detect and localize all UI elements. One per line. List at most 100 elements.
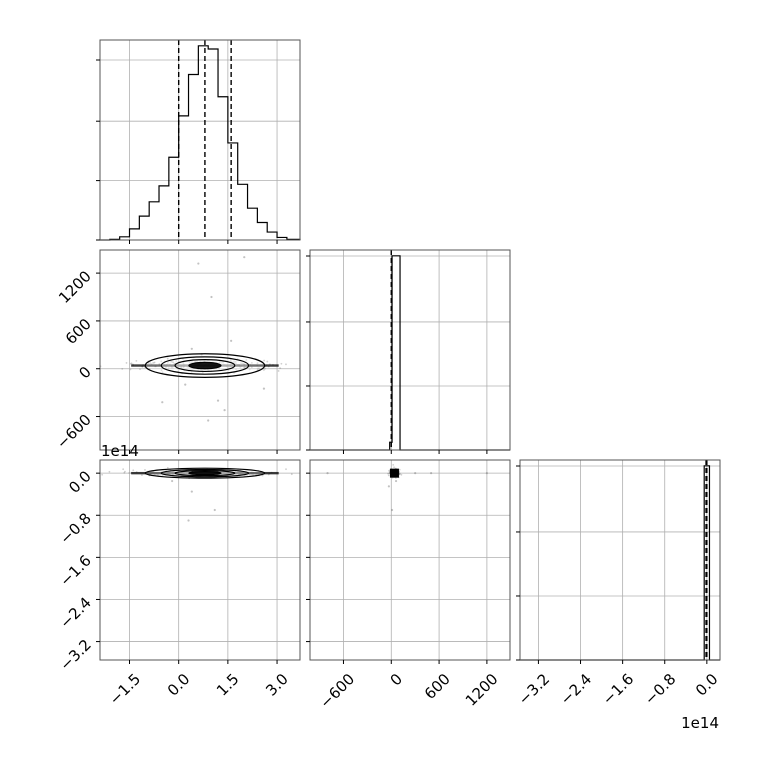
x-tick-label: 0.0 (692, 670, 722, 700)
y-tick-label: 0 (75, 363, 94, 382)
scatter-point (222, 361, 225, 364)
scatter-point (170, 360, 173, 363)
scatter-point (223, 409, 226, 412)
col2-x-offset-label: 1e14 (681, 714, 719, 732)
x-tick-label: 0.0 (164, 670, 194, 700)
scatter-point (245, 359, 248, 361)
scatter-point (170, 360, 172, 363)
scatter-point (256, 367, 259, 370)
scatter-point (261, 474, 264, 477)
scatter-point (188, 360, 191, 363)
scatter-point (161, 371, 164, 374)
scatter-point (161, 401, 164, 404)
scatter-point (123, 471, 126, 474)
scatter-point (125, 362, 128, 364)
scatter-point (398, 473, 401, 475)
scatter-point (175, 360, 178, 363)
scatter-point (388, 472, 391, 475)
density-contour (188, 471, 222, 476)
x-tick-label: 600 (421, 670, 454, 703)
scatter-point (135, 359, 138, 362)
scatter-point (218, 361, 221, 364)
scatter-point (235, 362, 237, 365)
scatter-point (132, 469, 135, 472)
scatter-point (182, 362, 185, 365)
scatter-point (187, 519, 190, 522)
scatter-point (201, 371, 204, 374)
scatter-point (191, 361, 194, 363)
scatter-point (167, 358, 169, 360)
scatter-point (190, 490, 193, 493)
scatter-point (326, 472, 329, 475)
scatter-point (263, 369, 265, 371)
scatter-point (243, 256, 246, 259)
scatter-point (149, 362, 152, 364)
row2-y-offset-label: 1e14 (101, 442, 139, 460)
scatter-point (210, 295, 213, 299)
histogram-p0 (100, 45, 301, 241)
scatter-point (124, 470, 126, 473)
y-tick-label: −2.4 (56, 594, 94, 632)
scatter-point (241, 362, 244, 365)
panel-1-0-frame (99, 249, 301, 451)
scatter-point (242, 366, 245, 369)
scatter-point (264, 367, 266, 370)
scatter-point (213, 508, 216, 512)
histogram-p1 (310, 255, 510, 451)
scatter-point (172, 361, 175, 364)
scatter-point (188, 361, 191, 364)
density-contour (188, 361, 222, 370)
scatter-point (285, 363, 287, 366)
scatter-point (167, 362, 169, 364)
scatter-point (250, 361, 253, 364)
scatter-point (180, 366, 183, 369)
scatter-point (262, 387, 266, 390)
scatter-point (279, 367, 282, 369)
scatter-point (147, 362, 150, 364)
y-tick-label: 600 (62, 315, 95, 348)
x-tick-label: 1200 (462, 670, 502, 710)
x-tick-label: 0 (387, 670, 406, 689)
scatter-point (216, 399, 220, 402)
scatter-point (130, 362, 133, 365)
scatter-point (121, 367, 124, 370)
scatter-point (388, 469, 390, 472)
scatter-point (243, 367, 246, 369)
x-tick-label: −2.4 (557, 670, 595, 708)
scatter-point (128, 472, 130, 474)
frame-layer (99, 39, 721, 661)
x-tick-label: −1.6 (599, 670, 637, 708)
scatter-point (152, 362, 154, 364)
scatter-point (248, 368, 251, 371)
scatter-point (398, 468, 401, 471)
scatter-point (165, 367, 167, 369)
scatter-point (108, 470, 111, 473)
panel-0-0-frame (99, 39, 301, 241)
panel-1-1-frame (309, 249, 511, 451)
scatter-point (240, 362, 242, 365)
x-tick-label: −3.2 (515, 670, 553, 708)
scatter-point (485, 472, 488, 475)
scatter-point (197, 262, 200, 265)
scatter-point (180, 366, 183, 369)
scatter-point (392, 464, 395, 466)
scatter-point (166, 357, 169, 360)
y-tick-label: −600 (53, 411, 95, 453)
scatter-point (218, 367, 221, 370)
x-tick-label: 3.0 (262, 670, 292, 700)
scatter-point (190, 347, 193, 350)
scatter-point (184, 383, 187, 386)
scatter-point (256, 362, 259, 365)
scatter-point (219, 360, 221, 363)
scatter-point (203, 359, 206, 362)
scatter-point (160, 369, 163, 372)
scatter-point (290, 473, 293, 476)
y-tick-label: 1200 (55, 267, 95, 307)
grid-layer (100, 40, 720, 660)
scatter-point (144, 469, 146, 471)
scatter-point (129, 368, 132, 371)
histogram-p2 (520, 465, 720, 661)
scatter-point (101, 473, 104, 476)
scatter-point (235, 368, 237, 371)
scatter-point (263, 359, 266, 362)
